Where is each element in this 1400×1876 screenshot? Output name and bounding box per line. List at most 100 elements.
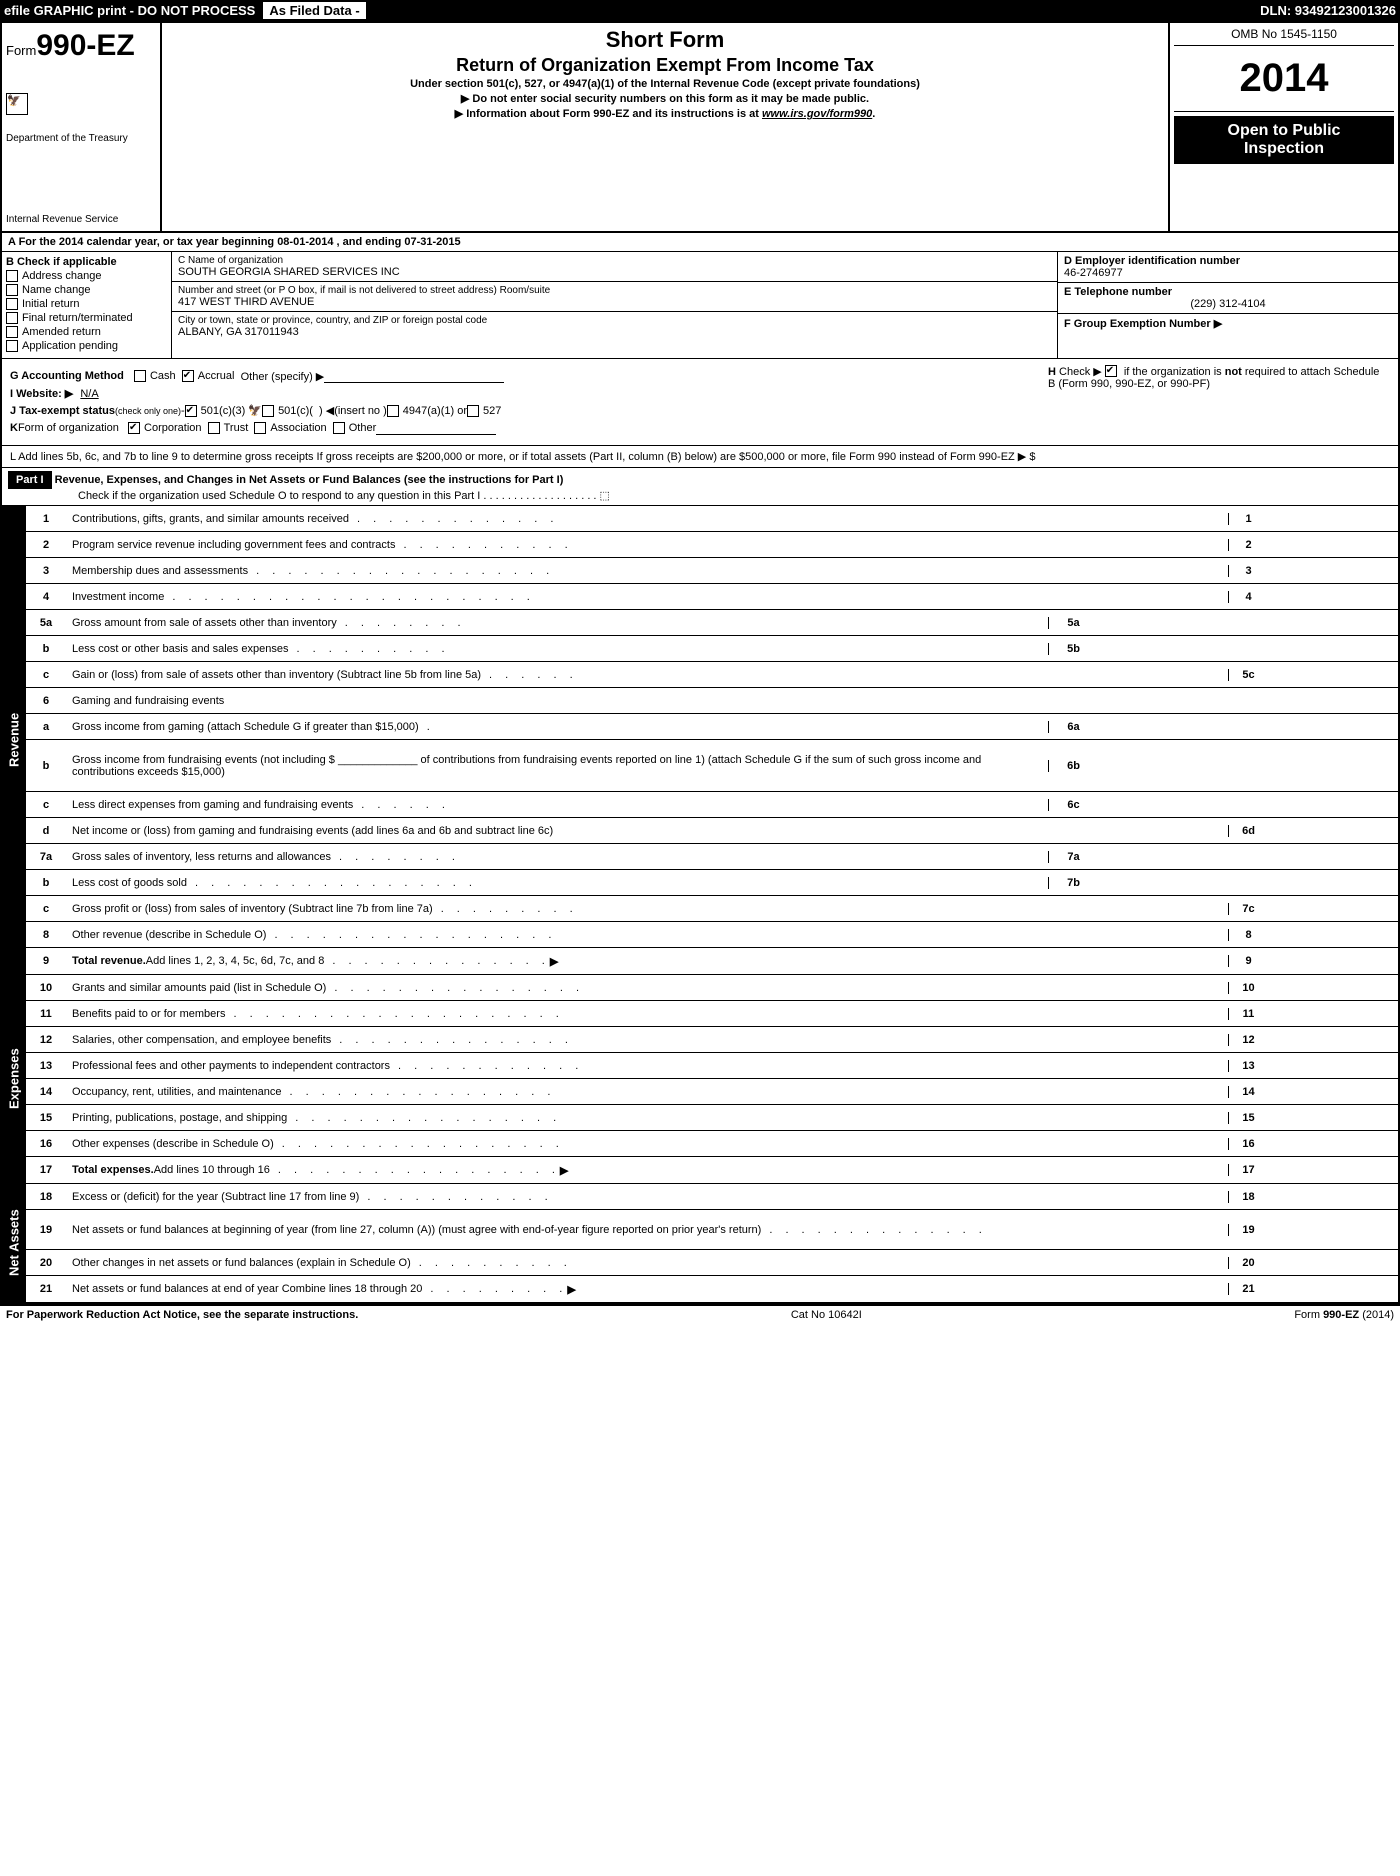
assoc-checkbox[interactable] [254,422,266,434]
line-1-rnum: 1 [1228,513,1268,525]
line-16-rnum: 16 [1228,1138,1268,1150]
line-17-num: 17 [26,1161,66,1179]
org-name-value: SOUTH GEORGIA SHARED SERVICES INC [178,266,1051,278]
line-21-rnum: 21 [1228,1283,1268,1295]
form-word: Form [6,43,36,58]
line-6d-rnum: 6d [1228,825,1268,837]
line-6a-num: a [26,718,66,736]
line-20-num: 20 [26,1254,66,1272]
other-blank[interactable] [324,369,504,383]
line-6a-desc: Gross income from gaming (attach Schedul… [72,721,419,733]
line-9-num: 9 [26,952,66,970]
chk-final-return[interactable]: Final return/terminated [6,312,167,324]
section-l: L Add lines 5b, 6c, and 7b to line 9 to … [2,446,1398,468]
line-2-num: 2 [26,536,66,554]
h-checkbox[interactable] [1105,365,1117,377]
line-4-num: 4 [26,588,66,606]
g-label: G Accounting Method [10,370,124,382]
line-6-num: 6 [26,692,66,710]
line-2-rnum: 2 [1228,539,1268,551]
527-checkbox[interactable] [467,405,479,417]
paperwork-notice: For Paperwork Reduction Act Notice, see … [6,1309,358,1321]
line-13-num: 13 [26,1057,66,1075]
4947-checkbox[interactable] [387,405,399,417]
chk-address-change[interactable]: Address change [6,270,167,282]
info-note-pre: ▶ Information about Form 990-EZ and its … [455,108,762,120]
line-7b-mnum: 7b [1048,877,1098,889]
netassets-side-label: Net Assets [2,1184,26,1302]
netassets-block: Net Assets 18Excess or (deficit) for the… [2,1184,1398,1304]
website-label: I Website: ▶ [10,387,73,400]
501c3-checkbox[interactable] [185,405,197,417]
inspection: Inspection [1176,140,1392,158]
irs-link[interactable]: www.irs.gov/form990 [762,108,872,120]
chk-amended-return[interactable]: Amended return [6,326,167,338]
corp-checkbox[interactable] [128,422,140,434]
line-5c-rnum: 5c [1228,669,1268,681]
dept-irs: Internal Revenue Service [6,214,156,225]
line-7c-desc: Gross profit or (loss) from sales of inv… [72,903,433,915]
line-8-rnum: 8 [1228,929,1268,941]
line-2-desc: Program service revenue including govern… [72,539,395,551]
line-5b-mnum: 5b [1048,643,1098,655]
cash-checkbox[interactable] [134,370,146,382]
line-1-num: 1 [26,510,66,528]
line-19-num: 19 [26,1221,66,1239]
line-19-desc: Net assets or fund balances at beginning… [72,1224,761,1236]
line-5c-num: c [26,666,66,684]
city-label: City or town, state or province, country… [178,315,1051,326]
line-18-rnum: 18 [1228,1191,1268,1203]
line-21-num: 21 [26,1280,66,1298]
line-7b-num: b [26,874,66,892]
line-11-num: 11 [26,1005,66,1023]
chk-name-change[interactable]: Name change [6,284,167,296]
line-10-desc: Grants and similar amounts paid (list in… [72,982,326,994]
line-19-rnum: 19 [1228,1224,1268,1236]
open-public-inspection: Open to Public Inspection [1174,116,1394,164]
line-14-num: 14 [26,1083,66,1101]
line-5b-desc: Less cost or other basis and sales expen… [72,643,288,655]
website-value: N/A [80,388,98,400]
trust-checkbox[interactable] [208,422,220,434]
irs-eagle-icon: 🦅 [6,93,28,115]
line-15-desc: Printing, publications, postage, and shi… [72,1112,287,1124]
accrual-label: Accrual [198,370,235,382]
line-7a-num: 7a [26,848,66,866]
line-7c-rnum: 7c [1228,903,1268,915]
line-10-num: 10 [26,979,66,997]
line-13-desc: Professional fees and other payments to … [72,1060,390,1072]
sections-ghijk: H Check ▶ if the organization is not req… [2,359,1398,446]
revenue-side-label: Revenue [2,506,26,974]
calendar-year-text: A For the 2014 calendar year, or tax yea… [8,236,461,248]
cash-label: Cash [150,370,176,382]
line-7b-desc: Less cost of goods sold [72,877,187,889]
section-j: J Tax-exempt status(check only one) - 50… [10,404,1390,417]
line-16-num: 16 [26,1135,66,1153]
line-6b-mnum: 6b [1048,760,1098,772]
short-form-title: Short Form [172,27,1158,53]
line-8-num: 8 [26,926,66,944]
line-1-desc: Contributions, gifts, grants, and simila… [72,513,349,525]
line-11-rnum: 11 [1228,1008,1268,1020]
line-6a-mnum: 6a [1048,721,1098,733]
expenses-block: Expenses 10 Grants and similar amounts pa… [2,975,1398,1184]
group-exemption-label: F Group Exemption Number ▶ [1064,317,1392,330]
line-14-rnum: 14 [1228,1086,1268,1098]
other-org-checkbox[interactable] [333,422,345,434]
line-12-rnum: 12 [1228,1034,1268,1046]
line-3-rnum: 3 [1228,565,1268,577]
footer: For Paperwork Reduction Act Notice, see … [0,1306,1400,1324]
accrual-checkbox[interactable] [182,370,194,382]
chk-application-pending[interactable]: Application pending [6,340,167,352]
chk-initial-return[interactable]: Initial return [6,298,167,310]
line-20-rnum: 20 [1228,1257,1268,1269]
line-6d-num: d [26,822,66,840]
sections-def: D Employer identification number 46-2746… [1058,252,1398,358]
line-5c-desc: Gain or (loss) from sale of assets other… [72,669,481,681]
expenses-side-label: Expenses [2,975,26,1183]
org-name-label: C Name of organization [178,255,1051,266]
line-6b-num: b [26,757,66,775]
501c-checkbox[interactable] [262,405,274,417]
under-section-text: Under section 501(c), 527, or 4947(a)(1)… [172,78,1158,90]
line-5b-num: b [26,640,66,658]
